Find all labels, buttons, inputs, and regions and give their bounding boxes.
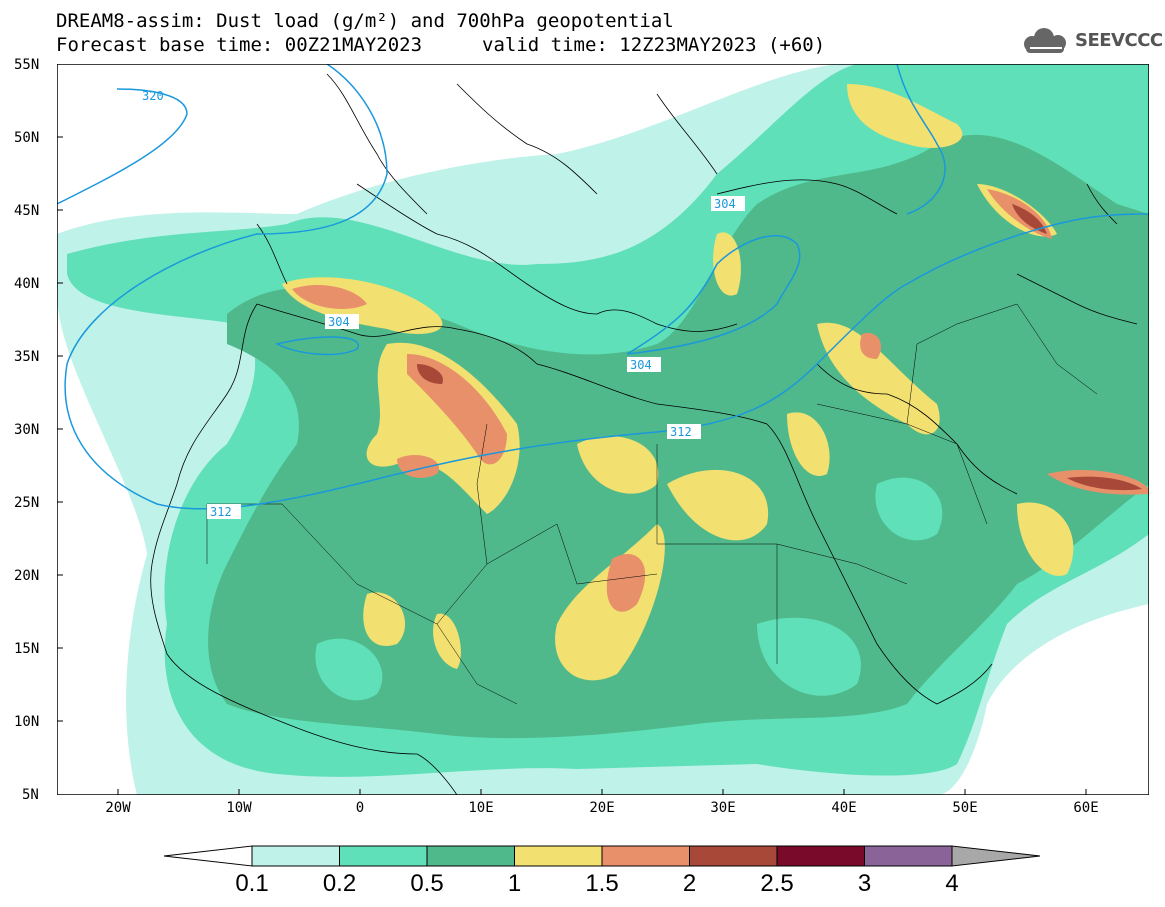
contour-label: 304 xyxy=(630,358,652,372)
coastlines xyxy=(150,73,1138,795)
lat-label: 5N xyxy=(22,787,39,803)
map-title: DREAM8-assim: Dust load (g/m²) and 700hP… xyxy=(56,10,674,32)
dust-region-level6 xyxy=(417,204,1142,491)
colorbar-cell xyxy=(251,845,340,867)
dust-patch-light xyxy=(757,617,861,696)
contour-labels: 320 304 304 304 312 312 xyxy=(142,89,745,519)
lat-label: 35N xyxy=(14,349,40,365)
lat-label: 55N xyxy=(14,57,40,73)
lon-label: 50E xyxy=(952,800,978,816)
lon-label: 40E xyxy=(831,800,857,816)
contour-label: 312 xyxy=(210,505,232,519)
lon-label: 60E xyxy=(1073,800,1099,816)
cloud-logo-icon xyxy=(1024,28,1066,53)
colorbar-tick-label: 0.5 xyxy=(410,870,444,897)
lat-label: 30N xyxy=(14,422,40,438)
lat-label: 20N xyxy=(14,568,40,584)
colorbar-cell xyxy=(864,845,953,867)
valid-time: valid time: 12Z23MAY2023 (+60) xyxy=(482,34,826,56)
colorbar-over-triangle xyxy=(951,845,1041,867)
contour-label: 304 xyxy=(328,315,350,329)
logo-text: SEEVCCC xyxy=(1075,30,1163,51)
lon-label: 10W xyxy=(226,800,252,816)
dust-load-map: 320 304 304 304 312 312 xyxy=(57,64,1149,795)
lat-label: 15N xyxy=(14,641,40,657)
colorbar-tick-label: 0.1 xyxy=(235,870,269,897)
colorbar xyxy=(163,845,1041,867)
colorbar-cell xyxy=(689,845,778,867)
lon-label: 10E xyxy=(468,800,494,816)
forecast-base-time: Forecast base time: 00Z21MAY2023 xyxy=(56,34,423,56)
colorbar-cell xyxy=(601,845,690,867)
lon-label: 30E xyxy=(710,800,736,816)
dust-patch-light xyxy=(875,477,943,541)
colorbar-tick-label: 3 xyxy=(857,870,872,897)
colorbar-under-triangle xyxy=(163,845,253,867)
geopotential-contours xyxy=(57,64,1149,510)
colorbar-tick-label: 4 xyxy=(945,870,959,897)
colorbar-cell xyxy=(776,845,865,867)
colorbar-cell xyxy=(426,845,515,867)
contour-label: 304 xyxy=(714,197,736,211)
lon-label: 0 xyxy=(355,800,365,816)
contour-label: 320 xyxy=(142,89,164,103)
colorbar-cell xyxy=(514,845,603,867)
colorbar-tick-label: 1 xyxy=(507,870,522,897)
colorbar-tick-label: 0.2 xyxy=(322,870,357,897)
colorbar-tick-label: 1.5 xyxy=(585,870,619,897)
lon-label: 20W xyxy=(105,800,131,816)
lat-label: 10N xyxy=(14,714,40,730)
colorbar-tick-label: 2 xyxy=(682,870,697,897)
lat-label: 50N xyxy=(14,130,40,146)
lat-label: 45N xyxy=(14,203,40,219)
lat-label: 40N xyxy=(14,276,40,292)
lat-label: 25N xyxy=(14,495,40,511)
colorbar-tick-label: 2.5 xyxy=(760,870,794,897)
axis-ticks xyxy=(57,64,1087,795)
dust-patch-light xyxy=(315,638,383,701)
colorbar-cell xyxy=(339,845,428,867)
lon-label: 20E xyxy=(589,800,615,816)
contour-label: 312 xyxy=(670,425,692,439)
